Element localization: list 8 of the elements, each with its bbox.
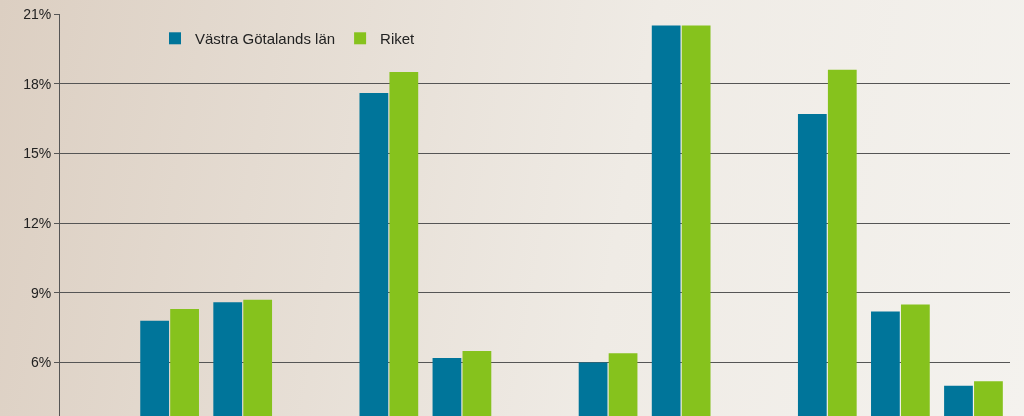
legend-label: Västra Götalands län — [195, 30, 336, 48]
y-tick-label: 18% — [23, 75, 52, 92]
y-tick-label: 21% — [23, 5, 52, 22]
y-tick-label: 9% — [30, 284, 52, 301]
y-tick-label: 12% — [23, 215, 52, 232]
legend-label: Riket — [380, 30, 416, 48]
y-tick-label: 15% — [23, 145, 52, 162]
y-tick-label: 6% — [30, 354, 52, 371]
